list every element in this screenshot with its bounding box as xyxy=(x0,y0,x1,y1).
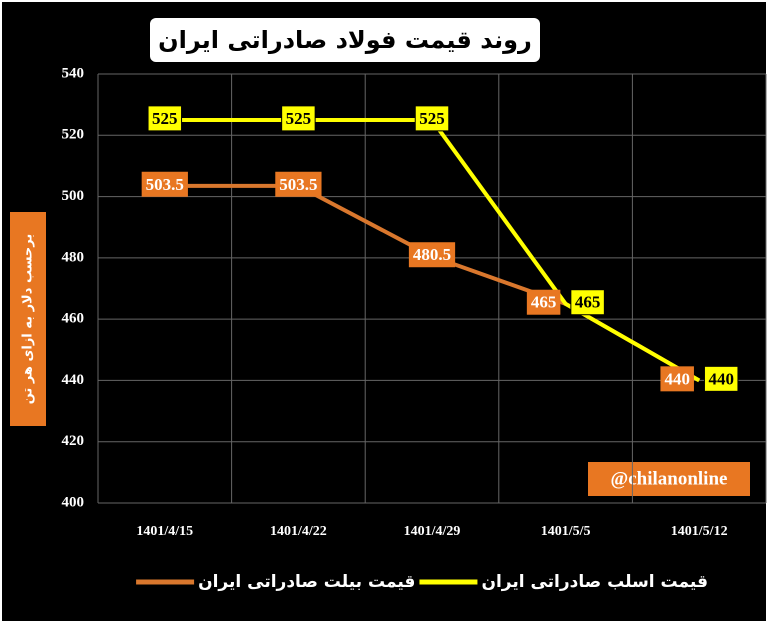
data-label: 503.5 xyxy=(146,175,184,194)
x-tick-label: 1401/5/5 xyxy=(541,524,591,539)
data-label-box xyxy=(275,171,322,197)
legend-label: قیمت بیلت صادراتی ایران xyxy=(198,572,415,592)
data-label: 525 xyxy=(152,109,178,128)
y-tick-label: 440 xyxy=(62,372,85,388)
data-label-box xyxy=(147,105,183,132)
data-label: 440 xyxy=(708,369,734,388)
y-axis-label: برحسب دلار به ازای هر تن xyxy=(21,234,36,405)
watermark-box xyxy=(588,462,750,496)
data-label-box xyxy=(408,242,456,268)
data-label-box xyxy=(660,366,694,392)
data-label: 440 xyxy=(664,369,690,388)
watermark: @chilanonline xyxy=(611,468,728,489)
y-label-box xyxy=(10,212,46,426)
data-label: 525 xyxy=(286,109,312,128)
data-label-box xyxy=(281,105,316,132)
data-label: 480.5 xyxy=(413,245,451,264)
data-label: 503.5 xyxy=(279,175,317,194)
data-label: 525 xyxy=(419,109,445,128)
data-label-box xyxy=(141,171,188,197)
y-tick-label: 460 xyxy=(62,311,85,327)
y-tick-label: 480 xyxy=(62,249,85,265)
title-box xyxy=(150,18,540,62)
chart-title: روند قیمت فولاد صادراتی ایران xyxy=(158,26,532,54)
legend-label: قیمت اسلب صادراتی ایران xyxy=(481,572,708,592)
data-label-box xyxy=(414,105,450,132)
data-label-box xyxy=(570,289,605,316)
data-label: 465 xyxy=(531,293,557,312)
y-tick-label: 420 xyxy=(62,433,85,449)
x-tick-label: 1401/4/22 xyxy=(270,524,327,539)
y-tick-label: 520 xyxy=(62,127,85,143)
x-tick-label: 1401/4/29 xyxy=(404,524,461,539)
data-label-box xyxy=(526,289,561,315)
y-tick-label: 500 xyxy=(62,188,85,204)
y-tick-label: 540 xyxy=(62,65,85,81)
x-tick-label: 1401/5/12 xyxy=(671,524,728,539)
x-tick-label: 1401/4/15 xyxy=(136,524,193,539)
data-label: 465 xyxy=(575,293,601,312)
data-label-box xyxy=(703,365,739,392)
y-tick-label: 400 xyxy=(62,494,85,510)
